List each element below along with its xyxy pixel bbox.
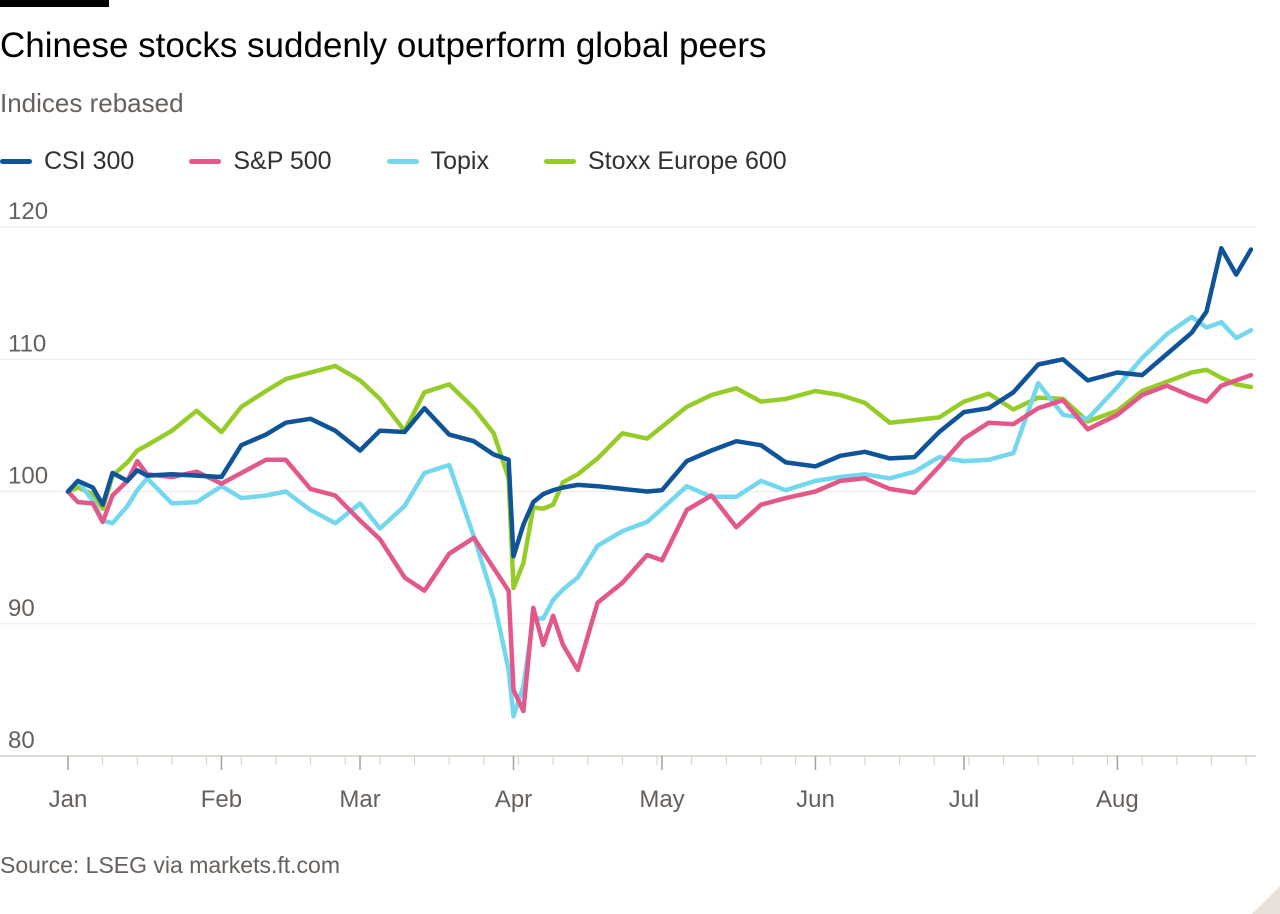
legend-swatch-stoxx600 <box>543 158 576 164</box>
series-line-topix <box>65 314 1254 719</box>
y-tick-label-90: 90 <box>8 595 35 622</box>
chart-subtitle: Indices rebased <box>0 88 184 118</box>
corner-fold <box>1252 886 1280 914</box>
legend-swatch-topix <box>386 158 419 164</box>
legend-swatch-sp500 <box>189 158 222 164</box>
series-line-csi300 <box>65 245 1254 559</box>
y-tick-label-100: 100 <box>8 463 48 490</box>
x-tick-label-mar: Mar <box>339 786 380 813</box>
x-axis: Jan Feb Mar Apr May Jun Jul Aug <box>49 756 1247 813</box>
source-note: Source: LSEG via markets.ft.com <box>0 852 341 878</box>
legend-label-stoxx600: Stoxx Europe 600 <box>587 146 787 175</box>
x-tick-label-jun: Jun <box>796 786 835 813</box>
legend-label-csi300: CSI 300 <box>44 146 135 175</box>
legend: CSI 300 S&P 500 Topix Stoxx Europe 600 <box>0 144 842 178</box>
x-tick-label-aug: Aug <box>1096 786 1139 813</box>
x-tick-label-feb: Feb <box>201 786 242 813</box>
legend-swatch-csi300 <box>0 158 32 164</box>
series-lines <box>65 245 1254 719</box>
line-chart: 80 90 100 110 120 Jan Feb Mar Apr May Jun Jul Aug <box>0 200 1256 813</box>
x-tick-label-jan: Jan <box>49 786 88 813</box>
legend-item-csi300: CSI 300 <box>0 147 134 176</box>
x-tick-label-may: May <box>639 786 684 813</box>
y-tick-label-80: 80 <box>8 727 35 754</box>
y-tick-label-110: 110 <box>8 330 46 357</box>
legend-item-stoxx600: Stoxx Europe 600 <box>543 146 787 176</box>
brand-bar <box>0 0 109 7</box>
legend-label-sp500: S&P 500 <box>233 146 332 175</box>
gridlines: 80 90 100 110 120 <box>0 200 1256 757</box>
series-line-sp500 <box>65 372 1254 714</box>
x-tick-label-jul: Jul <box>949 786 980 813</box>
legend-label-topix: Topix <box>430 146 489 175</box>
chart-title: Chinese stocks suddenly outperform globa… <box>0 26 767 65</box>
legend-item-sp500: S&P 500 <box>189 146 332 176</box>
legend-item-topix: Topix <box>386 146 489 176</box>
x-tick-label-apr: Apr <box>495 786 532 813</box>
y-tick-label-120: 120 <box>8 200 48 225</box>
series-line-stoxx600 <box>65 363 1254 591</box>
